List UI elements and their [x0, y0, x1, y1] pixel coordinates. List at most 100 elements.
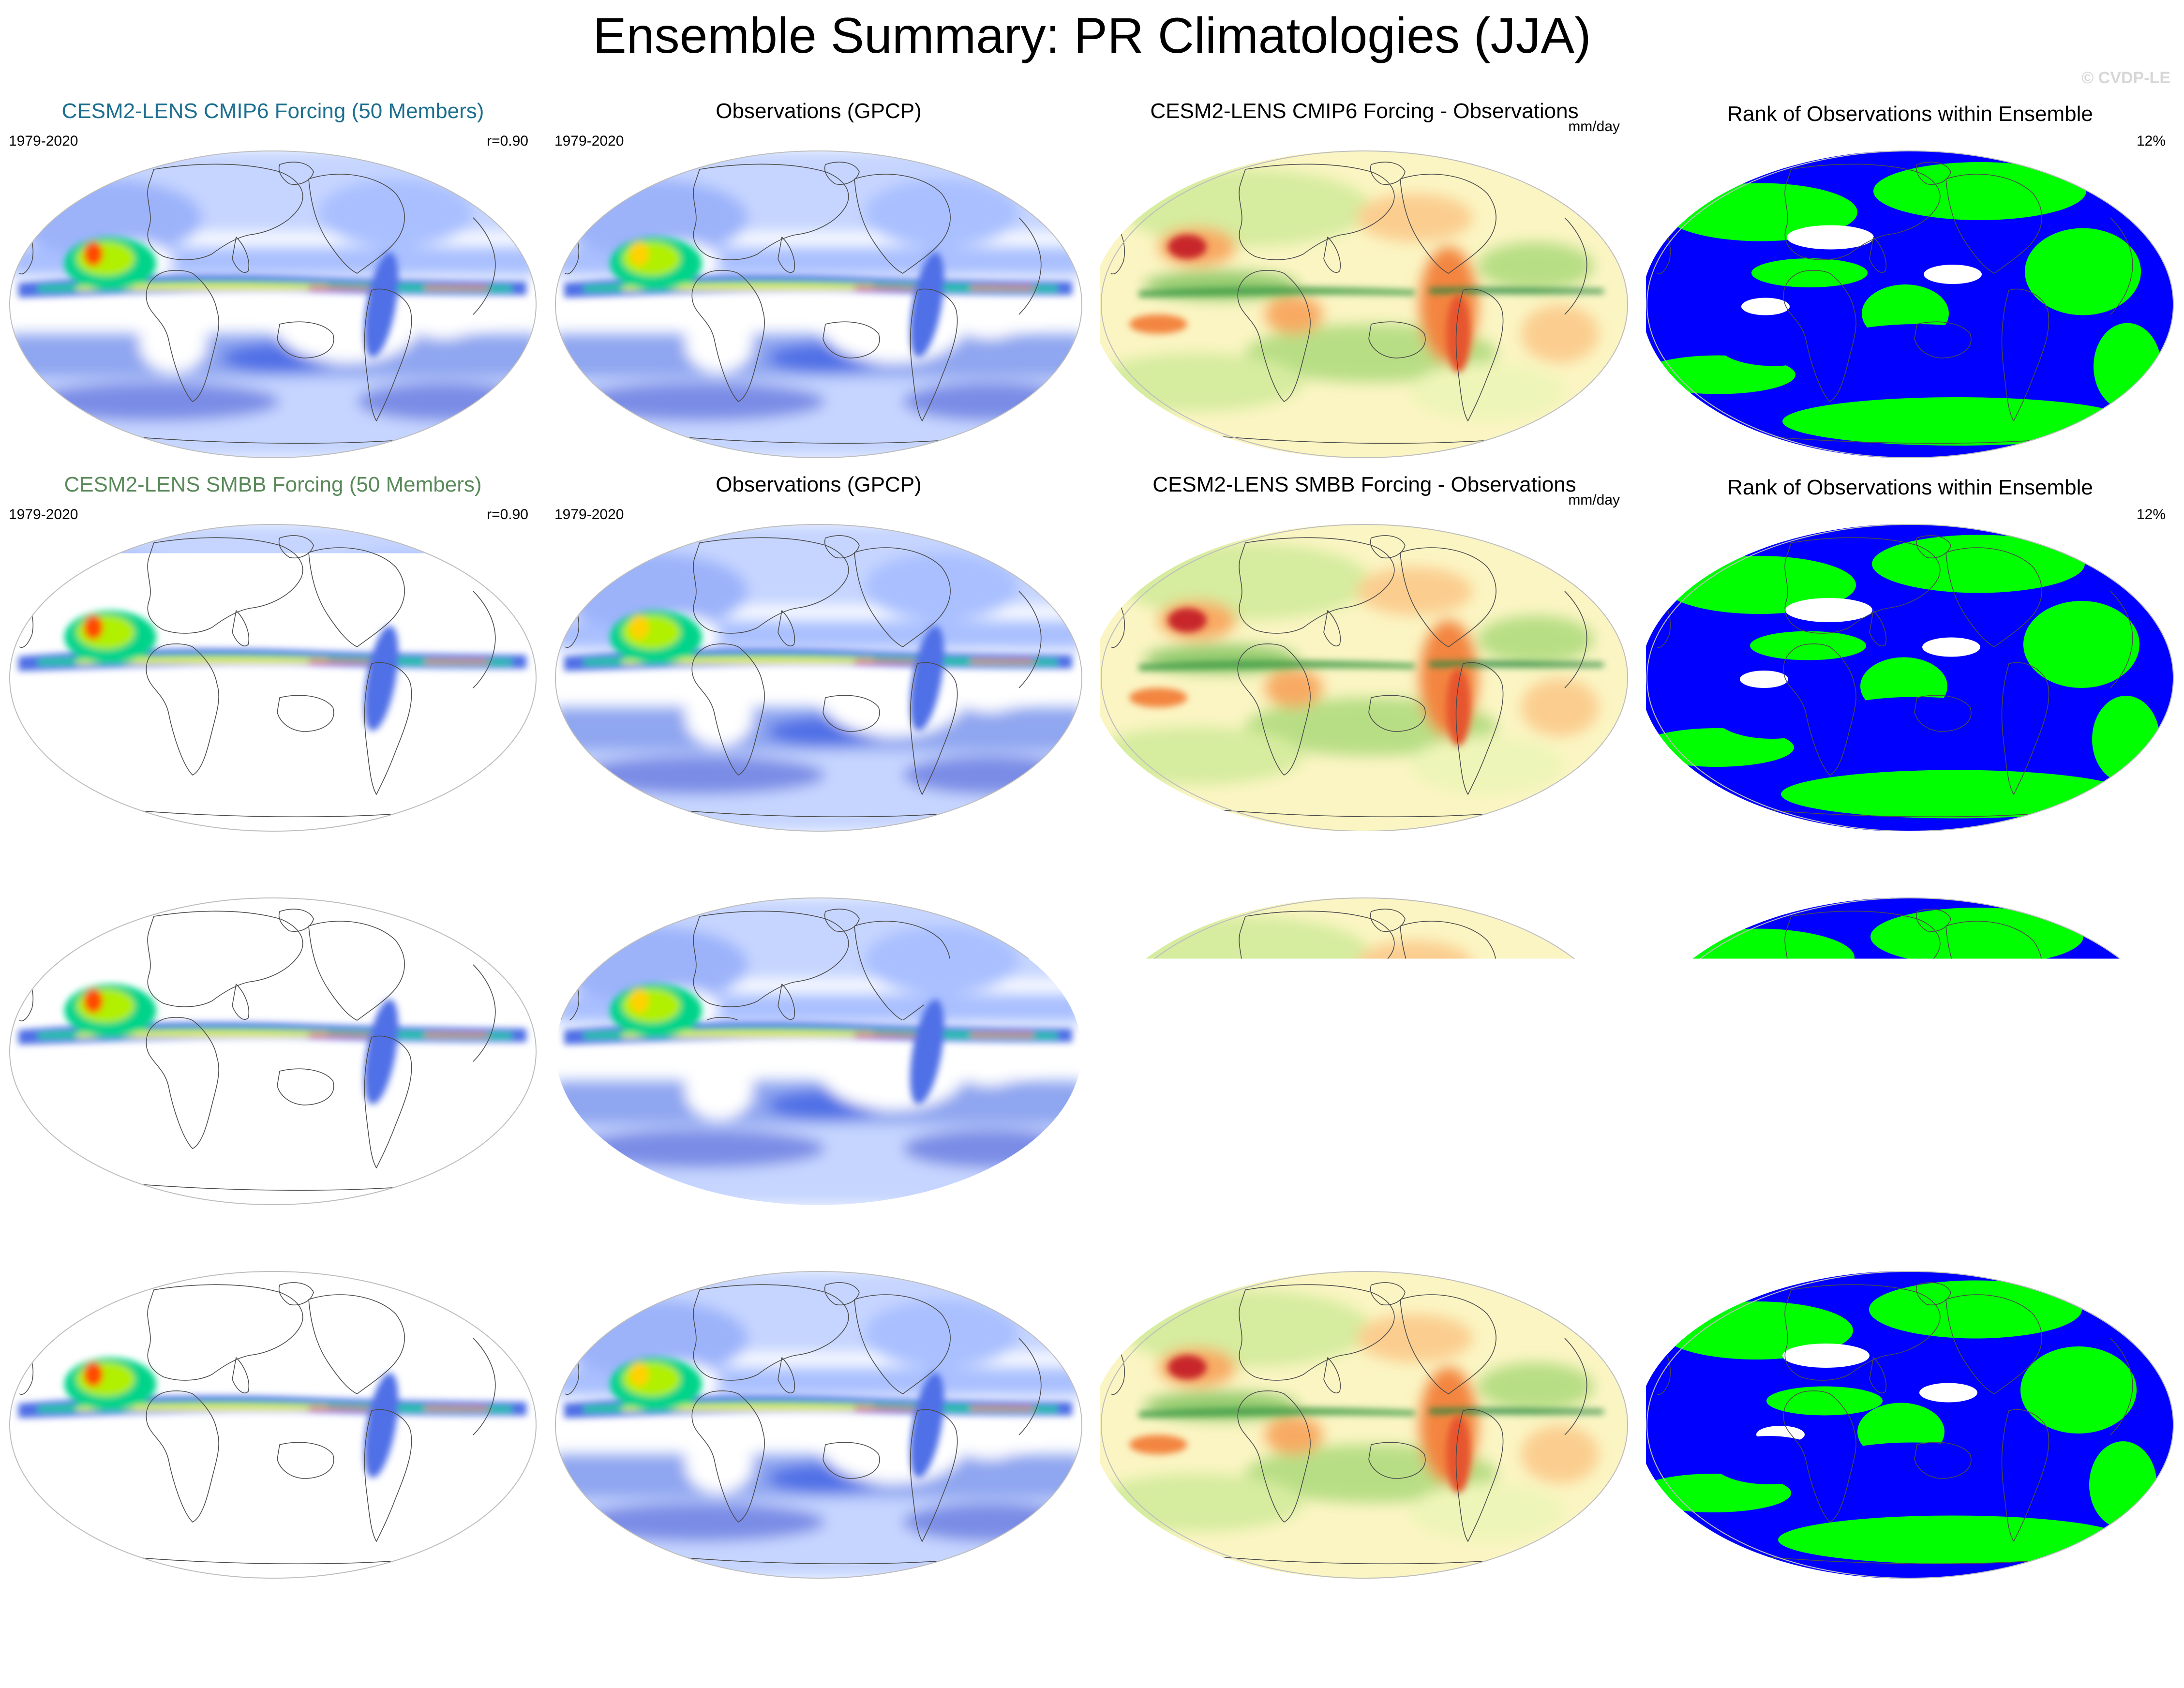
colorbar-swatch	[90, 1602, 116, 1620]
colorbar-swatch	[116, 1602, 143, 1620]
rank-panel: Rank of Observations within Ensemble 12%	[1637, 461, 2183, 834]
pattern-correlation-label: r=0.90	[487, 880, 528, 897]
rank-percent-label: 10%	[2137, 880, 2166, 897]
colorbar-tick-label: 1	[1392, 1627, 1404, 1650]
colorbar-swatch	[1459, 1602, 1489, 1620]
colorbar-tick-label: 18	[972, 1627, 996, 1650]
colorbar-swatch	[850, 1602, 876, 1620]
rank-map	[1646, 523, 2174, 832]
colorbar-tick-label: 0.5	[47, 1627, 76, 1650]
colorbar-tick-label: 8	[817, 1627, 828, 1650]
model-panel: CESM2-LENS CMIP6 Forcing (50 Members) 197…	[0, 87, 546, 461]
rank-percent-label: 12%	[2137, 506, 2166, 523]
colorbar-swatch	[608, 1602, 635, 1620]
period-label: 1979-2020	[9, 880, 78, 897]
colorbar-tick-label: 10	[319, 1627, 343, 1650]
diff-panel-title: CESM2-LENS CMIP6 Forcing - Observations	[1092, 99, 1637, 124]
colorbar-tick-label: -4	[1208, 1627, 1227, 1650]
colorbar-tick-label: 10	[1777, 1627, 1800, 1650]
colorbar-swatch	[984, 1602, 1010, 1620]
diff-map	[1100, 150, 1629, 459]
colorbar-swatch	[196, 1602, 223, 1620]
model-panel: CESM2-LENS SMBB Forcing (50 Members) 1979…	[0, 461, 546, 834]
period-label: 1979-2020	[554, 880, 624, 897]
colorbar-swatch	[1915, 1602, 1963, 1620]
rank-map	[1646, 897, 2174, 1206]
diff-panel-title: CESM1-LENS - Observations	[1092, 1219, 1637, 1244]
watermark: © CVDP-LE	[2081, 69, 2170, 88]
model-map	[9, 1270, 537, 1579]
colorbar-swatch	[1218, 1602, 1248, 1620]
model-map	[9, 523, 537, 832]
colorbar-swatch	[957, 1602, 983, 1620]
colorbar-swatch	[358, 1602, 384, 1620]
colorbar-swatch	[742, 1602, 769, 1620]
colorbar-swatch	[411, 1602, 437, 1620]
colorbar-swatch	[823, 1602, 850, 1620]
colorbar-swatch	[438, 1602, 464, 1620]
rank-map	[1646, 1270, 2174, 1579]
obs-map-graphic	[554, 1270, 1083, 1579]
colorbar-swatch	[1010, 1602, 1037, 1620]
units-label: mm/day	[1568, 865, 1620, 882]
obs-map	[554, 150, 1083, 459]
rank-panel-title: Rank of Observations within Ensemble	[1637, 849, 2183, 874]
pattern-correlation-label: r=0.90	[487, 506, 528, 523]
colorbar-swatches	[581, 1601, 1064, 1621]
colorbar-swatch	[384, 1602, 411, 1620]
rank-panel: Rank of Observations within Ensemble 12%	[1637, 87, 2183, 461]
colorbar-units: %	[1672, 1650, 2156, 1673]
colorbar-tick-label: 95	[2067, 1627, 2091, 1650]
colorbar-swatches	[1126, 1601, 1610, 1621]
colorbar-swatch	[1721, 1602, 1770, 1620]
colorbar-tick-label: 2	[109, 1627, 121, 1650]
colorbar-swatch	[1580, 1602, 1609, 1620]
colorbar-swatch	[689, 1602, 716, 1620]
colorbar-swatch	[1308, 1602, 1338, 1620]
model-map-graphic	[9, 1270, 537, 1579]
colorbar-tick-label: 14	[918, 1627, 942, 1650]
colorbar-swatch	[224, 1602, 250, 1620]
pattern-correlation-label: r=0.84	[487, 1253, 528, 1270]
model-map-graphic	[9, 150, 537, 459]
obs-map	[554, 897, 1083, 1206]
colorbar-swatch	[1248, 1602, 1278, 1620]
colorbar-tick-label: 14	[373, 1627, 396, 1650]
colorbar-swatch	[143, 1602, 170, 1620]
colorbar-swatch	[1157, 1602, 1187, 1620]
rank-panel: Rank of Observations within Ensemble 10%	[1637, 834, 2183, 1208]
colorbar-swatch	[930, 1602, 957, 1620]
colorbar-swatch	[1489, 1602, 1519, 1620]
colorbar-swatch	[1338, 1602, 1368, 1620]
colorbar-units: mm/day	[1126, 1650, 1610, 1673]
colorbar-swatches	[35, 1601, 519, 1621]
rank-panel: Rank of Observations within Ensemble 11%	[1637, 1208, 2183, 1581]
panel-row: CESM1-LENS (40 Members) 1979-2020 r=0.84 Ob…	[0, 1208, 2184, 1581]
colorbar-swatch	[1399, 1602, 1429, 1620]
rank-map-graphic	[1646, 1270, 2174, 1579]
colorbar-tick-label: 0	[1332, 1627, 1344, 1650]
panel-row: CESM2-LENS SMBB Forcing (50 Members) 1979…	[0, 461, 2184, 834]
diff-map	[1100, 1270, 1629, 1579]
rank-panel-title: Rank of Observations within Ensemble	[1637, 102, 2183, 127]
diff-map	[1100, 523, 1629, 832]
period-label: 1979-2020	[554, 506, 624, 523]
colorbar-swatch	[1127, 1602, 1157, 1620]
colorbar-tick-label: 8	[1513, 1627, 1525, 1650]
colorbar-swatch	[903, 1602, 930, 1620]
rank-map-graphic	[1646, 523, 2174, 832]
obs-panel: Observations (GPCP) 1979-2020	[546, 834, 1092, 1208]
precip-colorbar: 0.5 2 4 6 8 10 14 18 mm/day	[581, 1601, 1064, 1679]
colorbar-swatch	[250, 1602, 277, 1620]
colorbar-tick-label: 6	[217, 1627, 229, 1650]
colorbar-swatch	[1278, 1602, 1308, 1620]
units-label: mm/day	[1568, 1239, 1620, 1256]
rank-percent-label: 12%	[2137, 133, 2166, 150]
colorbar-swatch	[635, 1602, 662, 1620]
units-label: mm/day	[1568, 118, 1620, 135]
colorbar-swatches	[1672, 1601, 2156, 1621]
obs-panel: Observations (GPCP) 1979-2020	[546, 87, 1092, 461]
diff-map-graphic	[1100, 523, 1629, 832]
colorbar-swatch	[1188, 1602, 1218, 1620]
panel-row: CESM2-LENS CMIP6 Forcing (50 Members) 197…	[0, 87, 2184, 461]
